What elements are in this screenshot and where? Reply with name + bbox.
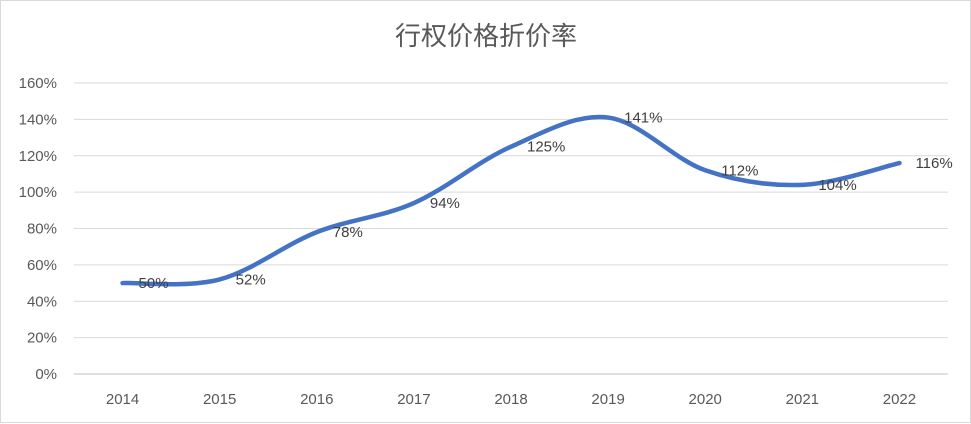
x-tick-label: 2022 bbox=[883, 391, 916, 408]
data-label: 52% bbox=[236, 271, 266, 288]
data-label: 125% bbox=[527, 139, 565, 156]
data-label: 94% bbox=[430, 195, 460, 212]
x-tick-label: 2018 bbox=[494, 391, 527, 408]
y-tick-label: 140% bbox=[19, 111, 57, 128]
series-line bbox=[120, 114, 902, 287]
y-axis-ticks: 0% 20% 40% 60% 80% 100% 120% 140% 160% bbox=[19, 75, 57, 383]
y-tick-label: 0% bbox=[35, 366, 57, 383]
chart-title: 行权价格折价率 bbox=[395, 22, 577, 52]
data-label: 104% bbox=[818, 177, 856, 194]
series-group bbox=[120, 114, 902, 287]
y-tick-label: 100% bbox=[19, 184, 57, 201]
x-tick-label: 2017 bbox=[397, 391, 430, 408]
x-tick-label: 2015 bbox=[203, 391, 236, 408]
data-label: 78% bbox=[333, 224, 363, 241]
y-tick-label: 60% bbox=[27, 257, 57, 274]
y-tick-label: 120% bbox=[19, 148, 57, 165]
data-label: 116% bbox=[915, 155, 952, 172]
y-tick-label: 80% bbox=[27, 221, 57, 238]
x-tick-label: 2019 bbox=[591, 391, 624, 408]
y-tick-label: 160% bbox=[19, 75, 57, 92]
x-tick-label: 2021 bbox=[786, 391, 819, 408]
y-tick-label: 20% bbox=[27, 330, 57, 347]
x-tick-label: 2014 bbox=[106, 391, 139, 408]
data-label: 112% bbox=[721, 162, 758, 179]
x-tick-label: 2016 bbox=[300, 391, 333, 408]
y-tick-label: 40% bbox=[27, 293, 57, 310]
data-label: 141% bbox=[624, 110, 662, 127]
data-labels: 50% 52% 78% 94% 125% 141% 112% 104% 116% bbox=[139, 110, 953, 293]
x-axis-ticks: 2014 2015 2016 2017 2018 2019 2020 2021 2022 bbox=[106, 391, 916, 408]
gridlines bbox=[74, 82, 948, 375]
x-tick-label: 2020 bbox=[689, 391, 722, 408]
data-label: 50% bbox=[139, 275, 169, 292]
